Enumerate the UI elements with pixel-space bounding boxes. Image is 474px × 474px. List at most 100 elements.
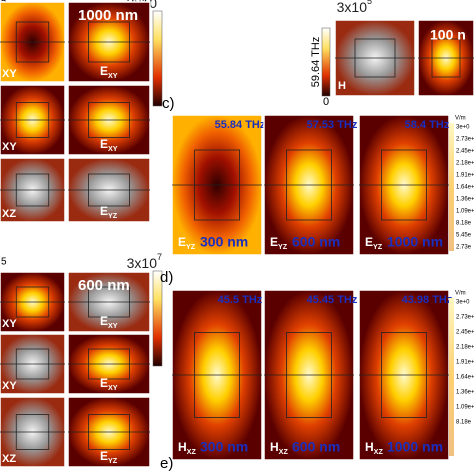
colorbar-tick: 1.09e+0 [456, 209, 474, 215]
scale-exp: 7 [157, 252, 162, 262]
label-main: XY [2, 318, 17, 330]
field-label: HXZ [365, 440, 383, 456]
field-label: HXZ [270, 440, 288, 456]
label-sub: YZ [278, 242, 288, 251]
scale-label: 3x107 [127, 252, 162, 270]
scale-exp: 5 [367, 0, 372, 6]
colorbar-tick: 1.91e+0 [456, 173, 474, 179]
field-label: EXY [100, 314, 118, 330]
field-label: EYZ [270, 235, 288, 251]
colorbar-tick: 2.73e [456, 245, 472, 251]
label-main: E [178, 235, 186, 249]
frequency: 57.53 THz [307, 119, 358, 131]
size-label: 600 nm [78, 277, 130, 294]
colorbar-tick: 2.18e+0 [456, 345, 474, 351]
field-label: EXY [100, 376, 118, 392]
panel-letter: c) [162, 95, 175, 112]
frequency: 59.64 THz [310, 37, 322, 88]
colorbar-tick: 2.45e+0 [456, 330, 474, 336]
colorbar-tick: 1.36e+0 [456, 197, 474, 203]
label-main: XY [2, 141, 17, 153]
label-sub: YZ [108, 211, 118, 220]
size-label: 1000 nm [387, 439, 443, 455]
size-label: 600 nm [292, 234, 340, 250]
size-label: 100 n [430, 27, 466, 43]
size-label: 1000 nm [387, 234, 443, 250]
frequency: 45.45 THz [307, 294, 358, 306]
field-label: XY [2, 68, 17, 80]
field-label: EYZ [100, 449, 118, 465]
colorbar [449, 123, 454, 251]
colorbar-tick: 1.64e+0 [456, 185, 474, 191]
label-main: XY [2, 380, 17, 392]
field-label: XY [2, 318, 17, 330]
field-label: EYZ [100, 204, 118, 220]
label-main: H [178, 440, 187, 454]
fragment: 5 [1, 257, 7, 268]
label-sub: YZ [108, 456, 118, 465]
label-sub: XZ [374, 447, 384, 456]
label-main: XZ [2, 453, 16, 465]
zero-label: 0 [323, 96, 329, 108]
label-main: XZ [2, 208, 16, 220]
field-label: HXZ [178, 440, 196, 456]
label-main: E [270, 235, 278, 249]
field-label: EYZ [178, 235, 196, 251]
label-main: E [100, 449, 108, 463]
colorbar-tick: 8.18e [456, 221, 472, 227]
colorbar-tick: 1.91e+0 [456, 360, 474, 366]
label-main: E [100, 314, 108, 328]
size-label: 1000 nm [78, 7, 138, 24]
frequency: 55.84 THz [215, 119, 266, 131]
colorbar-tick: 1.09e+0 [456, 405, 474, 411]
panel-letter: e) [160, 455, 173, 472]
colorbar-tick: 1.64e+0 [456, 375, 474, 381]
label-sub: XZ [187, 447, 197, 456]
field-label: XY [2, 380, 17, 392]
field-label: XZ [2, 208, 16, 220]
label-main: E [100, 64, 108, 78]
label-sub: XY [108, 383, 118, 392]
label-main: E [100, 137, 108, 151]
colorbar-tick: 1.36e+0 [456, 390, 474, 396]
scale-label: 3x105 [337, 0, 372, 15]
size-label: 600 nm [292, 439, 340, 455]
label-main: E [100, 204, 108, 218]
colorbar-tick: 3e+0 [456, 125, 470, 131]
field-label: H [338, 80, 346, 92]
colorbar-tick: 2.73e+0 [456, 137, 474, 143]
label-main: H [365, 440, 374, 454]
colorbar [152, 270, 163, 367]
colorbar-unit: V/m [455, 291, 466, 297]
field-label: XY [2, 141, 17, 153]
colorbar-tick: 8.18e [456, 420, 472, 426]
label-sub: XZ [279, 447, 289, 456]
colorbar-tick: 2.73e+0 [456, 315, 474, 321]
panel-letter: d) [160, 269, 173, 286]
colorbar [449, 298, 454, 456]
label-main: E [100, 376, 108, 390]
label-main: H [270, 440, 279, 454]
label-main: XY [2, 68, 17, 80]
label-sub: XY [108, 321, 118, 330]
size-label: 300 nm [200, 439, 248, 455]
size-label: 300 nm [200, 234, 248, 250]
colorbar [152, 10, 163, 107]
scale-base: 3x10 [127, 255, 158, 271]
field-label: EXY [100, 64, 118, 80]
colorbar [321, 27, 331, 97]
frequency: 43.98 THz [402, 294, 453, 306]
field-label: EXY [100, 137, 118, 153]
label-sub: XY [108, 71, 118, 80]
frequency: 58.4 THz [405, 119, 450, 131]
field-label: EYZ [365, 235, 383, 251]
colorbar-tick: 2.45e+0 [456, 149, 474, 155]
colorbar-tick: 2.18e+0 [456, 161, 474, 167]
label-sub: YZ [186, 242, 196, 251]
scale-base: 3x10 [337, 0, 368, 15]
frequency: 45.5 THz [218, 294, 263, 306]
label-sub: XY [108, 144, 118, 153]
label-main: E [365, 235, 373, 249]
field-label: XZ [2, 453, 16, 465]
